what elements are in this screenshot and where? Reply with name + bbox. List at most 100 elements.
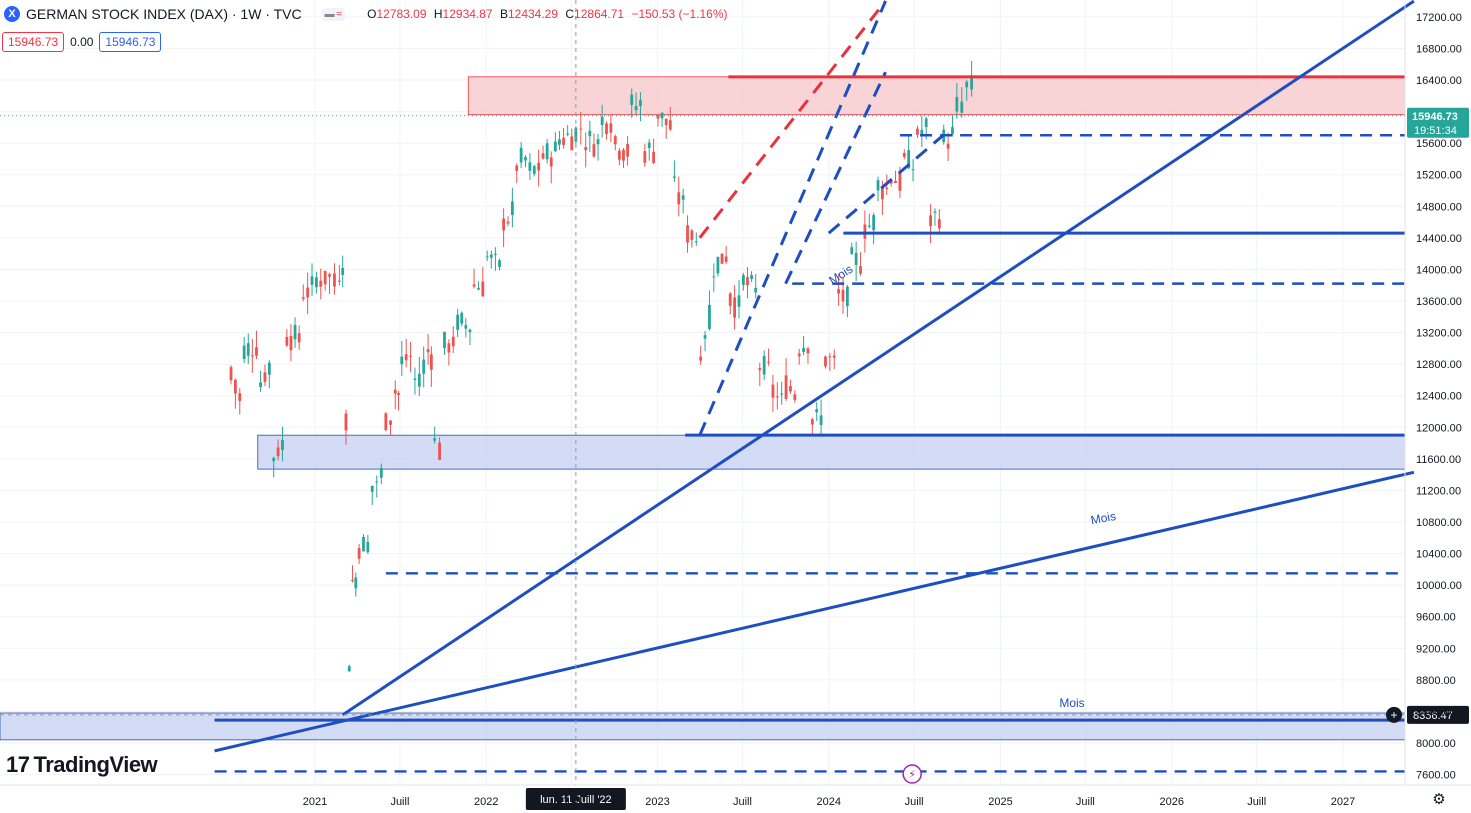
candle-body [951,127,954,135]
candle-body [456,314,460,330]
candle-body [965,81,969,88]
trendline [827,134,945,235]
candle-body [328,274,331,277]
candle-body [907,150,911,169]
indicator-toggle[interactable]: ▬ ≈ [321,7,346,21]
time-tick-label: 2025 [988,796,1012,808]
candle-body [720,253,724,264]
candle-body [737,295,741,307]
candle-body [267,362,271,375]
price-tick-label: 10000.00 [1416,580,1462,592]
symbol-title[interactable]: GERMAN STOCK INDEX (DAX) · 1W · TVC [26,6,302,22]
price-tick-label: 8000.00 [1416,738,1456,750]
tv-logo-icon: 17 [6,752,30,777]
crosshair-date-box [525,788,626,810]
candle-body [293,324,297,340]
candle-body [946,143,950,149]
lightning-glyph: ⚡ [908,768,916,781]
candle-body [393,389,397,394]
candle-body [767,361,770,363]
candle-body [558,139,561,145]
candle-body [468,329,472,333]
trendline [784,71,887,285]
candle-body [485,256,489,258]
price-tick-label: 13600.00 [1416,296,1462,308]
candle-body [545,143,549,160]
support-zone [257,434,1406,470]
candle-body [242,345,246,359]
candle-body [354,577,358,589]
countdown-label: 19:51:34 [1414,125,1457,137]
buy-price-button[interactable]: 15946.73 [99,32,162,52]
time-tick-label: 2024 [817,796,841,808]
trendline-label: Mois [1059,696,1084,710]
time-tick-label: Juill [562,796,581,808]
candle-body [366,541,370,553]
price-tick-label: 10400.00 [1416,549,1462,561]
candle-body [447,343,451,353]
time-tick-label: Juill [905,796,924,808]
candle-body [417,373,421,387]
candle-body [510,201,514,215]
price-tick-label: 14400.00 [1416,233,1462,245]
candle-body [438,442,441,460]
gear-icon[interactable]: ⚙ [1432,791,1446,808]
candle-body [362,536,365,552]
candle-body [889,180,893,184]
price-tick-label: 14800.00 [1416,201,1462,213]
candle-body [832,355,836,358]
tradingview-logo[interactable]: 17 TradingView [6,752,158,778]
candle-body [724,256,728,262]
candle-body [347,666,351,672]
price-scale[interactable]: 17200.0016800.0016400.0016000.0015600.00… [1404,0,1469,785]
candle-body [472,284,476,287]
candle-body [699,356,703,361]
lightning-icon [902,764,922,784]
candle-body [728,293,732,306]
candle-body [837,289,841,294]
candle-body [750,275,753,280]
candle-body [422,359,426,374]
candle-body [622,149,625,161]
candle-body [806,348,810,354]
candles [229,60,974,672]
candle-body [824,356,827,367]
candle-body [784,375,788,399]
candle-body [933,211,937,213]
candle-body [668,120,672,130]
candle-body [584,147,588,151]
candle-body [652,151,656,163]
candle-body [854,252,858,266]
current-price-box [1407,107,1469,138]
candle-body [570,136,574,151]
candle-body [319,280,323,287]
price-tick-label: 12400.00 [1416,391,1462,403]
candle-body [677,192,681,205]
time-scale[interactable]: 2021 Juill 2022 Juill 2023 Juill 2024 Juill 2025… [0,784,1471,808]
spread-value: 0.00 [70,35,94,49]
price-tick-label: 14000.00 [1416,264,1462,276]
candle-body [600,116,604,126]
candle-body [250,355,254,357]
candle-body [238,393,242,401]
trendline [341,0,1415,717]
trendline [698,0,887,436]
candle-body [708,304,711,329]
candle-body [894,180,897,184]
candle-body [850,247,854,254]
ohlc-values: O12783.09 H12934.87 B12434.29 C12864.71 … [367,7,728,21]
candle-body [902,153,906,157]
price-tick-label: 8400.00 [1416,706,1456,718]
candle-body [553,141,557,152]
candle-body [673,176,676,178]
x-circle-icon[interactable]: X [4,6,20,22]
candle-body [605,123,608,135]
time-tick-label: 2021 [303,796,327,808]
sell-price-button[interactable]: 15946.73 [2,32,65,52]
trendline [698,0,887,239]
candle-body [690,230,694,240]
candle-body [532,166,536,174]
price-tick-label: 12800.00 [1416,359,1462,371]
